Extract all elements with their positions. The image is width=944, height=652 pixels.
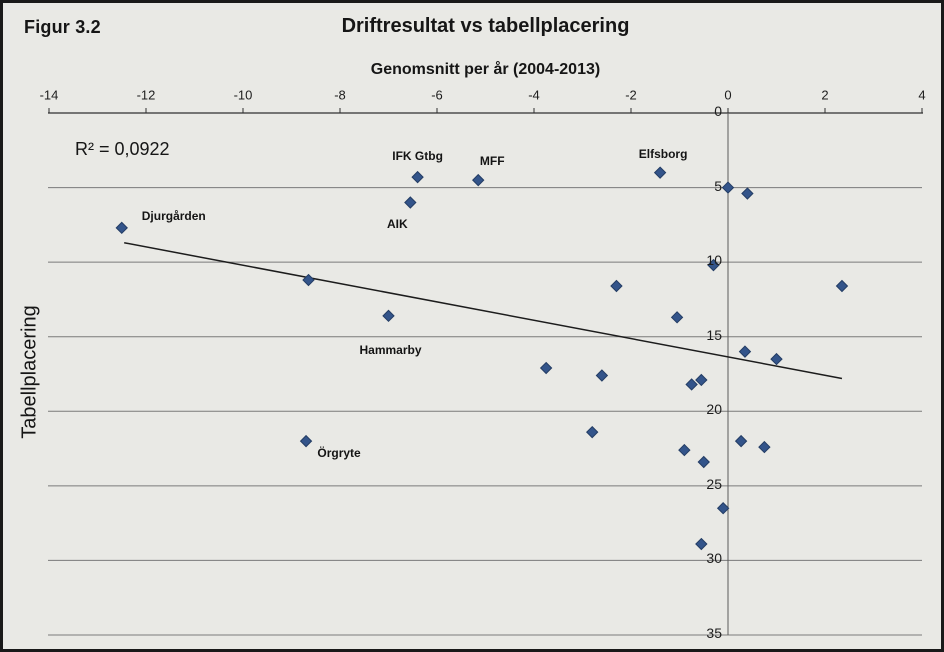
x-tick-label: -2 bbox=[625, 87, 637, 103]
data-point bbox=[695, 537, 708, 551]
data-point bbox=[716, 502, 730, 515]
y-tick-label: 25 bbox=[706, 475, 722, 492]
data-point bbox=[595, 369, 609, 382]
point-label: AIK bbox=[386, 217, 408, 232]
data-point bbox=[382, 309, 395, 323]
y-tick-label: 35 bbox=[706, 625, 722, 641]
y-tick-label: 10 bbox=[706, 252, 722, 269]
x-tick-label: 0 bbox=[724, 87, 732, 103]
data-point bbox=[678, 443, 691, 457]
y-tick-label: 15 bbox=[706, 326, 722, 343]
y-tick-label: 20 bbox=[706, 401, 722, 418]
data-point bbox=[721, 181, 735, 194]
x-tick-label: -10 bbox=[233, 87, 253, 103]
x-tick-label: 2 bbox=[821, 87, 829, 103]
y-axis-title: Tabellplacering bbox=[18, 305, 41, 439]
trendline bbox=[124, 242, 843, 380]
x-tick-label: -4 bbox=[528, 87, 540, 103]
data-point bbox=[707, 258, 720, 272]
data-point bbox=[695, 373, 708, 387]
data-point bbox=[670, 311, 684, 324]
data-point bbox=[653, 166, 667, 179]
r-squared-label: R² = 0,0922 bbox=[75, 139, 170, 159]
x-tick-label: -8 bbox=[334, 87, 346, 103]
y-tick-label: 0 bbox=[714, 103, 722, 119]
data-point bbox=[734, 434, 748, 448]
data-point bbox=[741, 187, 754, 200]
data-point bbox=[585, 425, 599, 439]
data-point bbox=[539, 361, 553, 375]
data-point bbox=[758, 440, 771, 454]
data-point bbox=[610, 279, 623, 293]
point-label: Djurgården bbox=[141, 208, 206, 223]
data-point bbox=[302, 273, 315, 287]
x-tick-label: -12 bbox=[136, 87, 156, 103]
x-tick-label: -14 bbox=[39, 87, 59, 103]
x-tick-label: 4 bbox=[918, 87, 926, 103]
data-point bbox=[404, 196, 417, 209]
data-point bbox=[115, 221, 128, 235]
data-point bbox=[697, 455, 710, 469]
figure-label: Figur 3.2 bbox=[24, 17, 101, 37]
data-point bbox=[770, 352, 783, 366]
point-label: Örgryte bbox=[317, 446, 361, 461]
x-axis-title: Genomsnitt per år (2004-2013) bbox=[370, 61, 601, 78]
point-label: IFK Gtbg bbox=[392, 149, 443, 164]
chart-title: Driftresultat vs tabellplacering bbox=[341, 15, 630, 37]
data-point bbox=[299, 434, 313, 448]
data-point bbox=[835, 279, 849, 293]
data-point bbox=[472, 173, 485, 187]
x-tick-label: -6 bbox=[431, 87, 443, 103]
point-label: MFF bbox=[479, 154, 505, 169]
y-tick-label: 30 bbox=[706, 550, 722, 567]
y-tick-label: 5 bbox=[714, 177, 722, 194]
data-point bbox=[411, 170, 424, 184]
point-label: Hammarby bbox=[359, 342, 422, 357]
data-point bbox=[685, 378, 698, 391]
data-point bbox=[738, 345, 752, 358]
point-label: Elfsborg bbox=[638, 146, 688, 161]
